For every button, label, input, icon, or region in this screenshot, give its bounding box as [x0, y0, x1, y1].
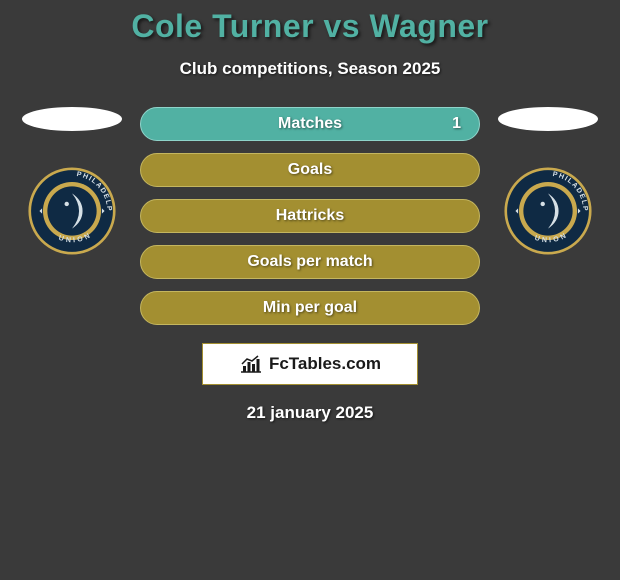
brand-box: FcTables.com: [202, 343, 418, 385]
stat-label: Goals per match: [247, 253, 372, 271]
left-player-col: PHILADELPHIA UNION: [22, 107, 122, 255]
root: Cole Turner vs Wagner Club competitions,…: [0, 0, 620, 423]
stats-column: Matches 1 Goals Hattricks Goals per matc…: [140, 107, 480, 325]
stat-value-right: 1: [452, 115, 461, 133]
brand-text: FcTables.com: [269, 354, 381, 374]
main-row: PHILADELPHIA UNION Matches 1 Goals Hattr…: [0, 107, 620, 325]
brand-chart-icon: [239, 354, 263, 374]
stat-bar-min-per-goal: Min per goal: [140, 291, 480, 325]
player-right-placeholder: [498, 107, 598, 131]
stat-label: Min per goal: [263, 299, 357, 317]
subtitle: Club competitions, Season 2025: [0, 59, 620, 79]
club-logo-right: PHILADELPHIA UNION: [504, 167, 592, 255]
page-title: Cole Turner vs Wagner: [0, 8, 620, 45]
stat-bar-goals-per-match: Goals per match: [140, 245, 480, 279]
stat-bar-hattricks: Hattricks: [140, 199, 480, 233]
stat-bar-matches: Matches 1: [140, 107, 480, 141]
stat-bar-goals: Goals: [140, 153, 480, 187]
club-logo-left: PHILADELPHIA UNION: [28, 167, 116, 255]
stat-label: Matches: [278, 115, 342, 133]
date-line: 21 january 2025: [0, 403, 620, 423]
player-left-placeholder: [22, 107, 122, 131]
right-player-col: PHILADELPHIA UNION: [498, 107, 598, 255]
stat-label: Hattricks: [276, 207, 344, 225]
stat-label: Goals: [288, 161, 332, 179]
